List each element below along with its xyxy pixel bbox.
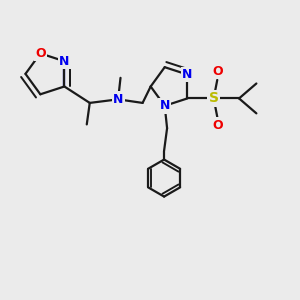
Text: N: N xyxy=(113,93,123,106)
Text: N: N xyxy=(59,55,70,68)
Text: O: O xyxy=(212,119,223,132)
Text: S: S xyxy=(209,92,219,105)
Text: O: O xyxy=(35,47,46,60)
Text: N: N xyxy=(182,68,193,81)
Text: N: N xyxy=(160,99,170,112)
Text: O: O xyxy=(212,65,223,78)
